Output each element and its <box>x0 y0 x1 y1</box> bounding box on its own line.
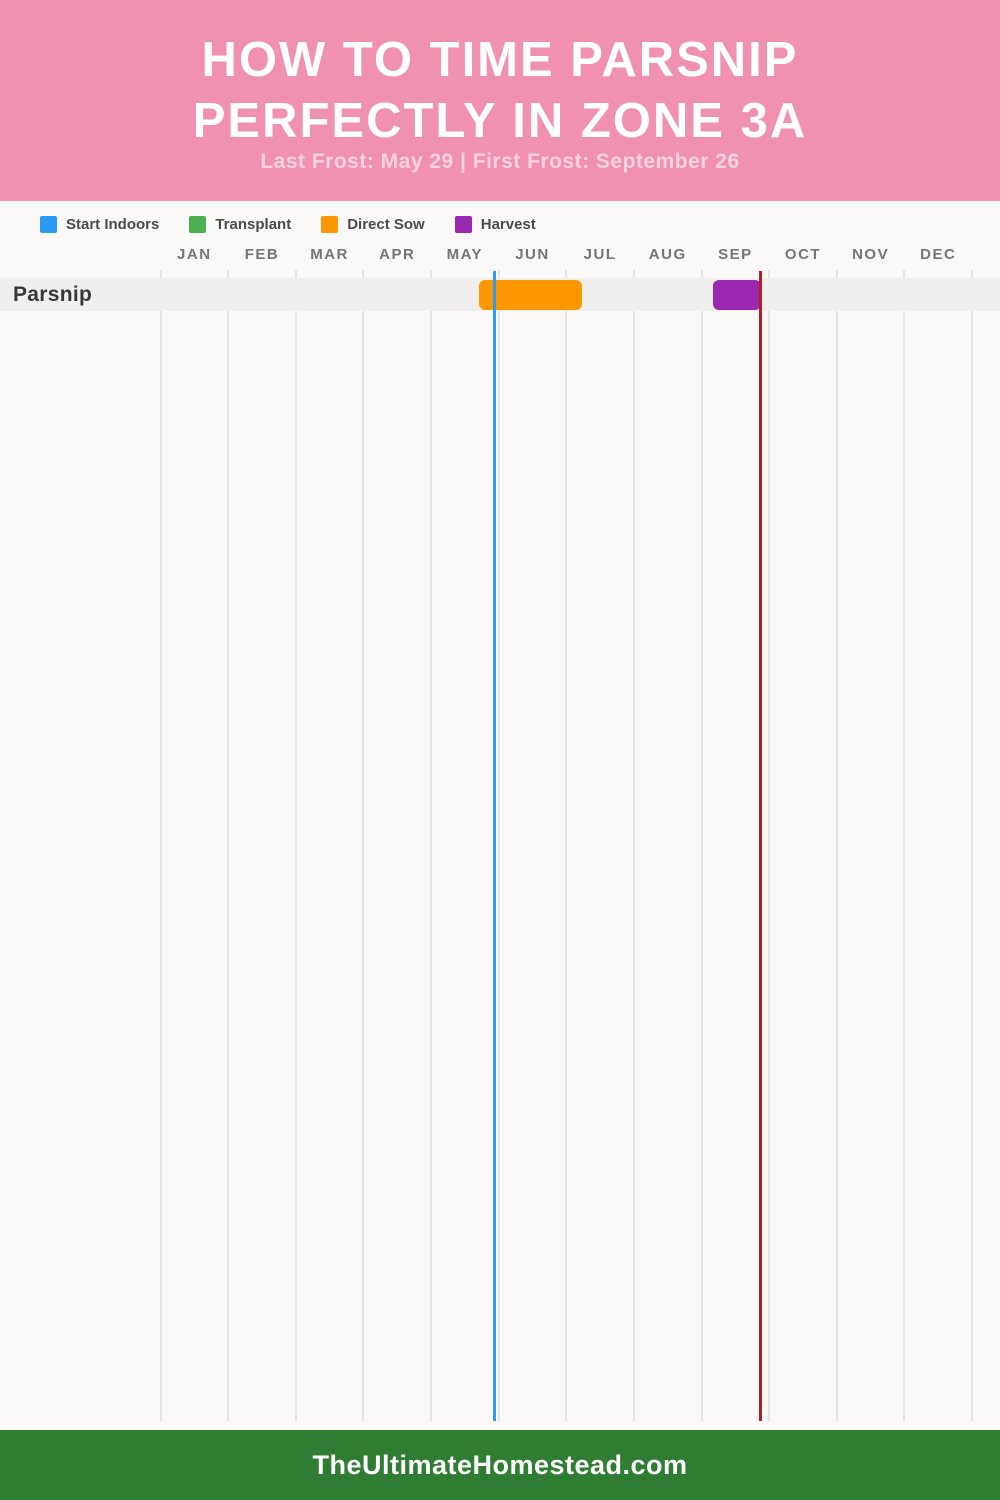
last-frost-line <box>493 271 497 1421</box>
month-label-aug: AUG <box>648 246 687 263</box>
month-label-jun: JUN <box>515 246 550 263</box>
month-gridline <box>430 270 433 1421</box>
legend-item-harvest: Harvest <box>454 216 536 233</box>
start-indoors-swatch-icon <box>40 216 57 233</box>
month-gridline <box>565 270 568 1421</box>
page-title-line-2: PERFECTLY IN ZONE 3A <box>192 94 808 148</box>
legend-label-start-indoors: Start Indoors <box>66 216 160 233</box>
month-label-jan: JAN <box>177 246 212 263</box>
legend-item-direct-sow: Direct Sow <box>321 216 425 233</box>
month-label-dec: DEC <box>920 246 957 263</box>
page-title-line-1: HOW TO TIME PARSNIP <box>201 33 799 87</box>
month-label-jul: JUL <box>583 246 617 263</box>
first-frost-line <box>758 271 762 1421</box>
website-name: TheUltimateHomestead.com <box>312 1449 688 1480</box>
crop-name-label: Parsnip <box>13 282 93 306</box>
legend-item-transplant: Transplant <box>189 216 291 233</box>
month-gridline <box>835 270 838 1421</box>
month-gridline <box>768 270 771 1421</box>
legend-label-harvest: Harvest <box>480 216 536 233</box>
month-label-nov: NOV <box>852 246 890 263</box>
month-gridline <box>632 270 635 1421</box>
month-label-sep: SEP <box>718 246 753 263</box>
footer-banner: TheUltimateHomestead.com <box>0 1430 1000 1500</box>
month-gridline <box>294 270 297 1421</box>
month-label-apr: APR <box>379 246 416 263</box>
month-gridline <box>497 270 500 1421</box>
month-label-feb: FEB <box>244 246 280 263</box>
month-label-mar: MAR <box>310 246 349 263</box>
page-title: HOW TO TIME PARSNIP PERFECTLY IN ZONE 3A <box>0 0 1000 152</box>
harvest-bar <box>713 280 762 310</box>
month-label-oct: OCT <box>784 246 822 263</box>
frost-dates-subtitle: Last Frost: May 29 | First Frost: Septem… <box>260 150 740 173</box>
month-gridline <box>700 270 703 1421</box>
month-gridline <box>971 270 974 1421</box>
direct-sow-bar <box>479 280 582 310</box>
month-gridline <box>227 270 230 1421</box>
legend-item-start-indoors: Start Indoors <box>40 216 159 233</box>
harvest-swatch-icon <box>454 216 472 233</box>
month-gridline <box>159 270 162 1421</box>
month-label-may: MAY <box>446 246 484 263</box>
legend-label-direct-sow: Direct Sow <box>347 216 425 233</box>
direct-sow-swatch-icon <box>321 216 339 233</box>
month-gridline <box>903 270 906 1421</box>
transplant-swatch-icon <box>189 216 207 233</box>
legend-label-transplant: Transplant <box>215 216 292 233</box>
header-banner: HOW TO TIME PARSNIP PERFECTLY IN ZONE 3A… <box>0 0 1000 201</box>
legend: Start Indoors Transplant Direct Sow Harvest <box>40 216 536 233</box>
month-gridline <box>362 270 365 1421</box>
